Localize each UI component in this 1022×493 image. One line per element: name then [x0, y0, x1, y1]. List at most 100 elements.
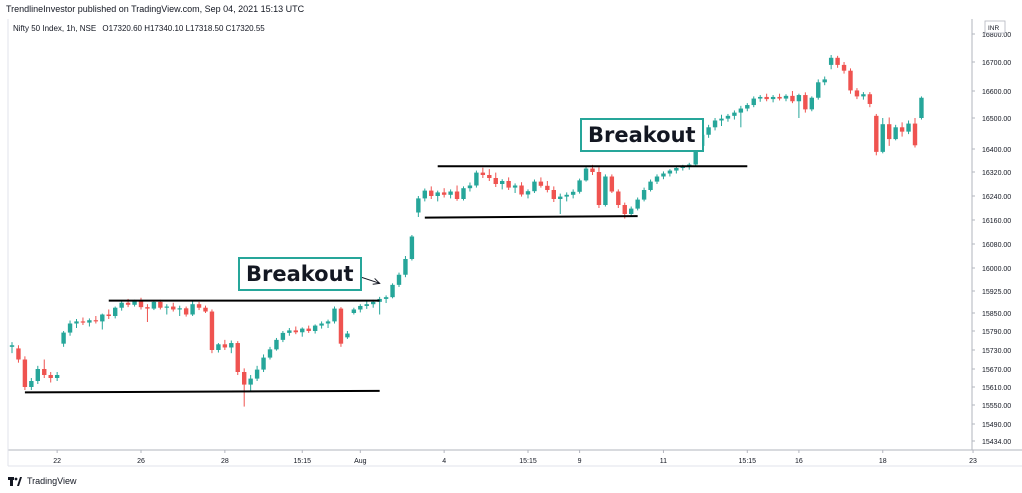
- candle-body: [506, 181, 511, 188]
- candle-body: [564, 194, 569, 197]
- candle-body: [409, 236, 415, 259]
- candle-body: [861, 94, 866, 97]
- symbol-name[interactable]: Nifty 50 Index, 1h, NSE: [13, 24, 97, 33]
- candle-body: [706, 127, 711, 135]
- candle-body: [203, 307, 208, 312]
- candle-body: [854, 90, 860, 97]
- candle-body: [609, 176, 615, 192]
- candle-body: [248, 378, 253, 385]
- x-tick-label: 22: [53, 458, 61, 465]
- candle-body: [209, 311, 215, 350]
- candle-body: [648, 181, 653, 190]
- x-tick-label: 23: [969, 458, 977, 465]
- candle-body: [396, 274, 402, 285]
- candle-body: [874, 115, 879, 152]
- candle-body: [712, 120, 718, 128]
- candle-body: [816, 82, 821, 98]
- tradingview-logo-icon[interactable]: [8, 476, 22, 486]
- candle-body: [422, 190, 427, 199]
- candle-body: [835, 57, 840, 65]
- candle-body: [603, 176, 608, 205]
- candle-body: [867, 94, 873, 104]
- candle-body: [364, 304, 369, 306]
- candle-body: [822, 79, 827, 83]
- candle-body: [790, 95, 795, 102]
- currency-label: INR: [988, 25, 1000, 32]
- y-tick-label: 15850.00: [982, 311, 1011, 318]
- candle-body: [719, 118, 724, 121]
- candle-body: [190, 304, 195, 315]
- candle-body: [125, 302, 131, 305]
- candle-body: [312, 325, 318, 331]
- candle-body: [345, 333, 350, 338]
- y-tick-label: 16080.00: [982, 242, 1011, 249]
- x-tick-label: 4: [442, 458, 446, 465]
- candle-body: [661, 173, 666, 177]
- candle-body: [132, 301, 137, 305]
- tradingview-brand: TradingView: [27, 476, 77, 486]
- candle-body: [106, 314, 111, 316]
- candle-body: [67, 323, 73, 333]
- x-tick-label: 18: [879, 458, 887, 465]
- candle-body: [751, 98, 756, 106]
- candle-body: [22, 359, 28, 387]
- candle-body: [693, 145, 698, 165]
- candle-body: [474, 172, 479, 186]
- y-tick-label: 16320.00: [982, 170, 1011, 177]
- candle-body: [183, 308, 189, 315]
- candle-body: [596, 172, 602, 205]
- candle-body: [358, 305, 363, 310]
- candle-body: [880, 124, 885, 152]
- x-tick-label: 11: [660, 458, 667, 465]
- header-bar: TrendlineInvestor published on TradingVi…: [0, 0, 1022, 16]
- candle-body: [319, 323, 324, 326]
- price-chart[interactable]: 15434.00 15490.00 15550.00 15610.00 15670.00…: [0, 0, 1022, 470]
- candle-body: [113, 307, 118, 316]
- candle-body: [783, 95, 789, 99]
- candle-body: [841, 64, 847, 71]
- candle-body: [254, 369, 260, 379]
- candle-body: [164, 306, 169, 308]
- candle-body: [119, 302, 124, 308]
- ohlc-readout: O17320.60 H17340.10 L17318.50 C17320.55: [102, 24, 265, 33]
- candle-body: [493, 178, 498, 184]
- candle-body: [16, 348, 21, 360]
- x-tick-label: 16: [795, 458, 803, 465]
- y-tick-label: 16240.00: [982, 194, 1011, 201]
- candle-body: [500, 181, 505, 184]
- candle-body: [229, 343, 234, 348]
- candle-body: [441, 192, 447, 195]
- candle-body: [906, 123, 911, 132]
- y-tick-label: 15670.00: [982, 367, 1011, 374]
- candle-body: [138, 301, 144, 308]
- y-tick-label: 15925.00: [982, 289, 1011, 296]
- candle-body: [577, 180, 582, 192]
- candle-body: [151, 301, 157, 309]
- x-tick-label: 15:15: [519, 458, 537, 465]
- candle-body: [383, 297, 389, 299]
- candle-body: [177, 308, 182, 310]
- candle-body: [764, 96, 769, 100]
- candle-body: [667, 170, 673, 174]
- candle-body: [629, 208, 634, 214]
- candle-body: [551, 190, 556, 199]
- candle-body: [570, 191, 576, 195]
- candle-body: [899, 127, 905, 132]
- candle-body: [487, 175, 492, 178]
- x-tick-label: Aug: [354, 458, 367, 465]
- candle-body: [454, 191, 460, 199]
- y-tick-label: 15434.00: [982, 439, 1011, 446]
- candle-body: [770, 96, 776, 100]
- breakout-callout-1: Breakout: [238, 257, 362, 291]
- x-tick-label: 26: [137, 458, 145, 465]
- candle-body: [29, 381, 34, 387]
- candle-body: [74, 321, 79, 324]
- y-tick-label: 16600.00: [982, 89, 1011, 96]
- candle-body: [732, 112, 737, 116]
- candle-body: [61, 332, 66, 344]
- candle-body: [87, 320, 92, 323]
- candle-body: [828, 57, 834, 65]
- candle-body: [325, 321, 331, 324]
- candle-body: [738, 108, 744, 113]
- candle-body: [622, 205, 627, 214]
